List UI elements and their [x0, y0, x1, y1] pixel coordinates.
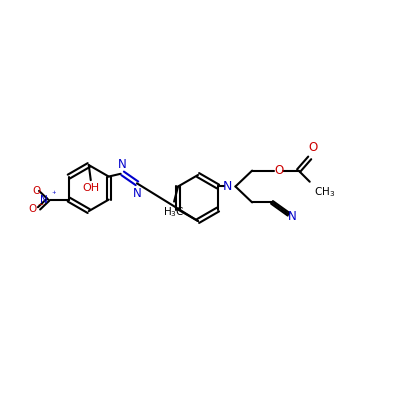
Text: N: N: [223, 180, 232, 193]
Text: N: N: [132, 187, 141, 200]
Text: CH$_3$: CH$_3$: [314, 185, 336, 199]
Text: O: O: [308, 141, 317, 154]
Text: N: N: [118, 158, 127, 171]
Text: O: O: [274, 164, 283, 177]
Text: N: N: [40, 195, 48, 205]
Text: $^+$: $^+$: [48, 188, 58, 200]
Text: N: N: [288, 210, 297, 223]
Text: O: O: [32, 186, 40, 196]
Text: OH: OH: [82, 183, 99, 193]
Text: H$_3$C: H$_3$C: [162, 205, 184, 219]
Text: O$^-$: O$^-$: [28, 202, 45, 214]
